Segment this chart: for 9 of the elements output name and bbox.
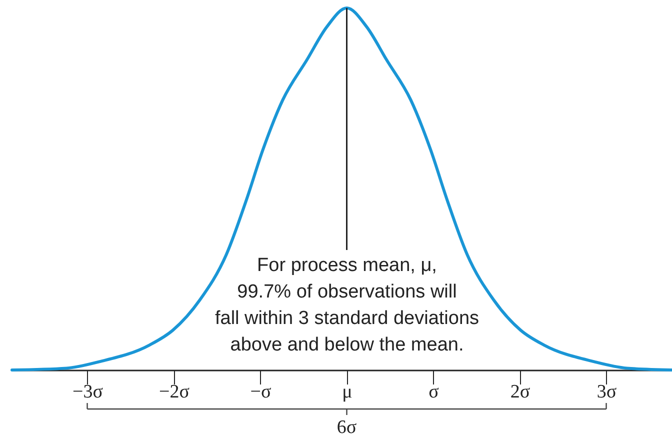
x-tick-label: −2σ — [159, 382, 190, 402]
x-tick-label: μ — [342, 382, 352, 402]
x-tick-label: −σ — [250, 382, 272, 402]
x-tick-label: −3σ — [72, 382, 103, 402]
x-tick-label: 3σ — [596, 382, 617, 402]
x-tick-label: σ — [428, 382, 439, 402]
annotation: For process mean, μ, 99.7% of observations will fall within 3 standard deviations above and below the mean. — [214, 255, 480, 356]
x-tick-label: 2σ — [510, 382, 530, 402]
text: 6σ — [336, 417, 357, 438]
